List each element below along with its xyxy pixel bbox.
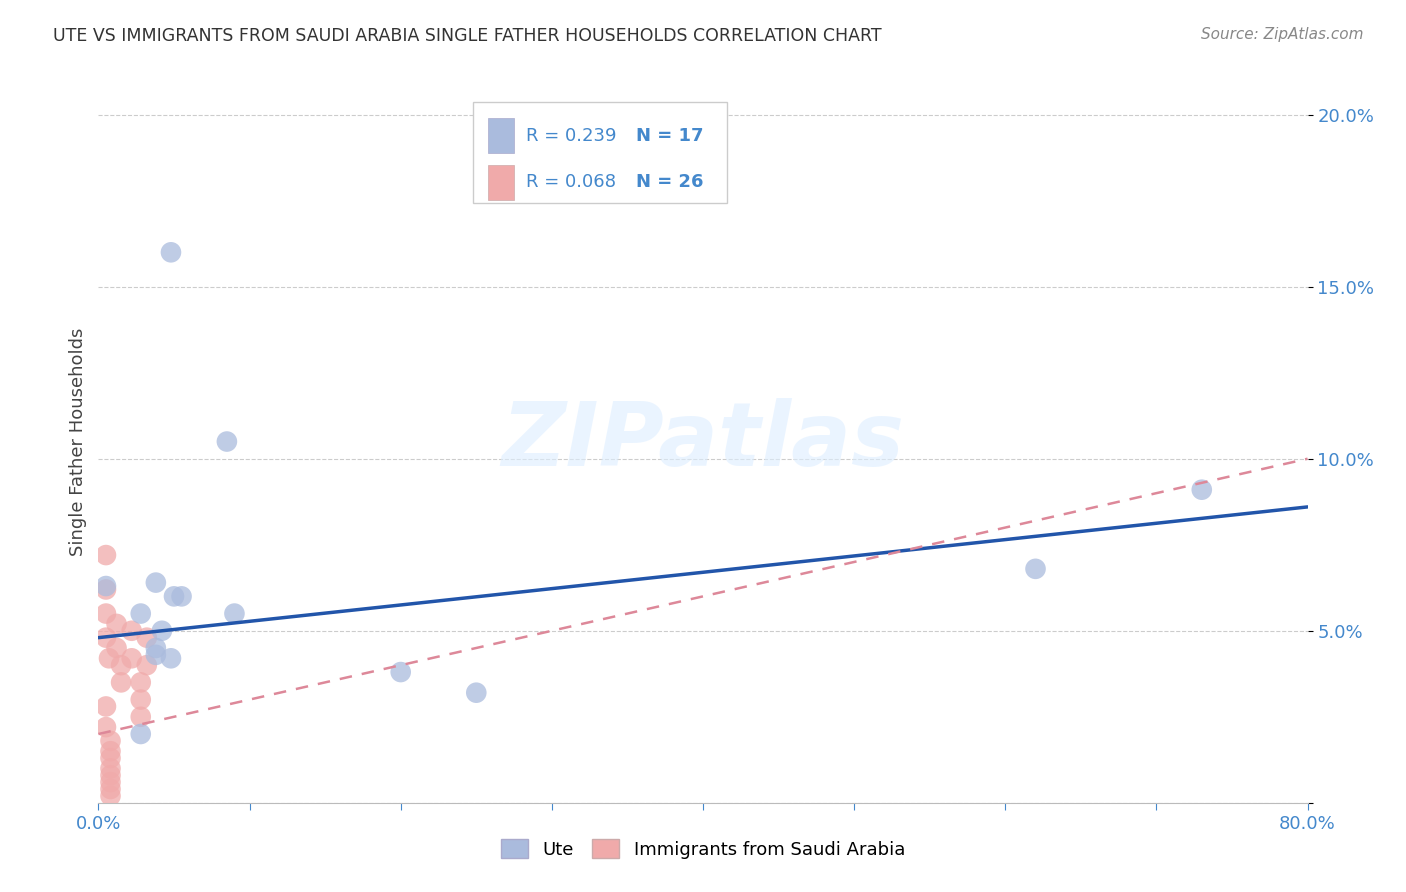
Point [150,624,173,638]
Point [100,782,122,797]
Point [145,575,167,590]
Point [94,699,117,714]
Text: ZIPatlas: ZIPatlas [502,398,904,485]
Point [100,744,122,758]
Point [94,579,117,593]
Point [100,789,122,803]
Point [100,734,122,748]
Point [121,651,143,665]
Point [100,775,122,789]
Point [110,675,132,690]
Point [389,665,412,679]
Text: N = 17: N = 17 [637,127,704,145]
FancyBboxPatch shape [488,165,515,200]
Point [100,768,122,782]
Point [215,434,238,449]
Point [94,631,117,645]
Point [129,675,152,690]
Point [135,631,157,645]
Point [224,607,246,621]
Point [1024,562,1046,576]
Y-axis label: Single Father Households: Single Father Households [69,327,87,556]
Point [129,692,152,706]
Point [160,245,183,260]
Point [160,651,183,665]
Point [94,720,117,734]
Legend: Ute, Immigrants from Saudi Arabia: Ute, Immigrants from Saudi Arabia [494,832,912,866]
Point [100,751,122,765]
Point [163,590,186,604]
Point [121,624,143,638]
Text: Source: ZipAtlas.com: Source: ZipAtlas.com [1201,27,1364,42]
FancyBboxPatch shape [488,119,515,153]
Point [465,686,488,700]
Point [110,658,132,673]
Point [94,582,117,597]
Point [100,761,122,775]
Point [98,651,121,665]
Point [94,548,117,562]
Point [129,710,152,724]
Text: R = 0.239: R = 0.239 [526,127,617,145]
Point [145,648,167,662]
Point [135,658,157,673]
Point [129,727,152,741]
Text: N = 26: N = 26 [637,173,704,191]
Point [129,607,152,621]
Point [105,640,128,655]
FancyBboxPatch shape [474,102,727,203]
Point [170,590,193,604]
Text: UTE VS IMMIGRANTS FROM SAUDI ARABIA SINGLE FATHER HOUSEHOLDS CORRELATION CHART: UTE VS IMMIGRANTS FROM SAUDI ARABIA SING… [53,27,882,45]
Point [105,616,128,631]
Point [94,607,117,621]
Text: R = 0.068: R = 0.068 [526,173,616,191]
Point [1191,483,1213,497]
Point [145,640,167,655]
